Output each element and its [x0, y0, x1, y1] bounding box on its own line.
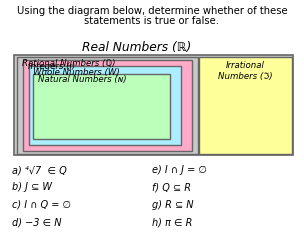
Bar	[17, 57, 198, 154]
Bar	[29, 66, 181, 145]
Text: Using the diagram below, determine whether of these: Using the diagram below, determine wheth…	[17, 6, 287, 16]
Bar	[199, 57, 292, 154]
Text: Real Numbers (ℝ): Real Numbers (ℝ)	[82, 41, 192, 54]
Text: Integers (ȷ): Integers (ȷ)	[28, 62, 75, 71]
Text: c) I ∩ Q = ∅: c) I ∩ Q = ∅	[12, 200, 71, 210]
Text: e) I ∩ J = ∅: e) I ∩ J = ∅	[152, 165, 207, 175]
Bar	[23, 60, 192, 151]
Text: Rational Numbers (ℚ): Rational Numbers (ℚ)	[22, 59, 116, 67]
Text: g) R ⊆ N: g) R ⊆ N	[152, 200, 194, 210]
Text: b) J ⊆ W: b) J ⊆ W	[12, 182, 52, 192]
Text: Whole Numbers (W): Whole Numbers (W)	[33, 68, 120, 77]
Text: a) ⁴√7  ∈ Q: a) ⁴√7 ∈ Q	[12, 165, 67, 175]
Text: d) −3 ∈ N: d) −3 ∈ N	[12, 217, 62, 227]
Text: statements is true or false.: statements is true or false.	[85, 16, 219, 26]
Text: f) Q ⊆ R: f) Q ⊆ R	[152, 182, 191, 192]
Bar	[33, 74, 170, 139]
Text: h) π ∈ R: h) π ∈ R	[152, 217, 192, 227]
Text: Natural Numbers (ɴ): Natural Numbers (ɴ)	[38, 75, 127, 84]
Bar	[14, 55, 293, 155]
Text: Irrational
Numbers (ℑ): Irrational Numbers (ℑ)	[218, 61, 273, 81]
